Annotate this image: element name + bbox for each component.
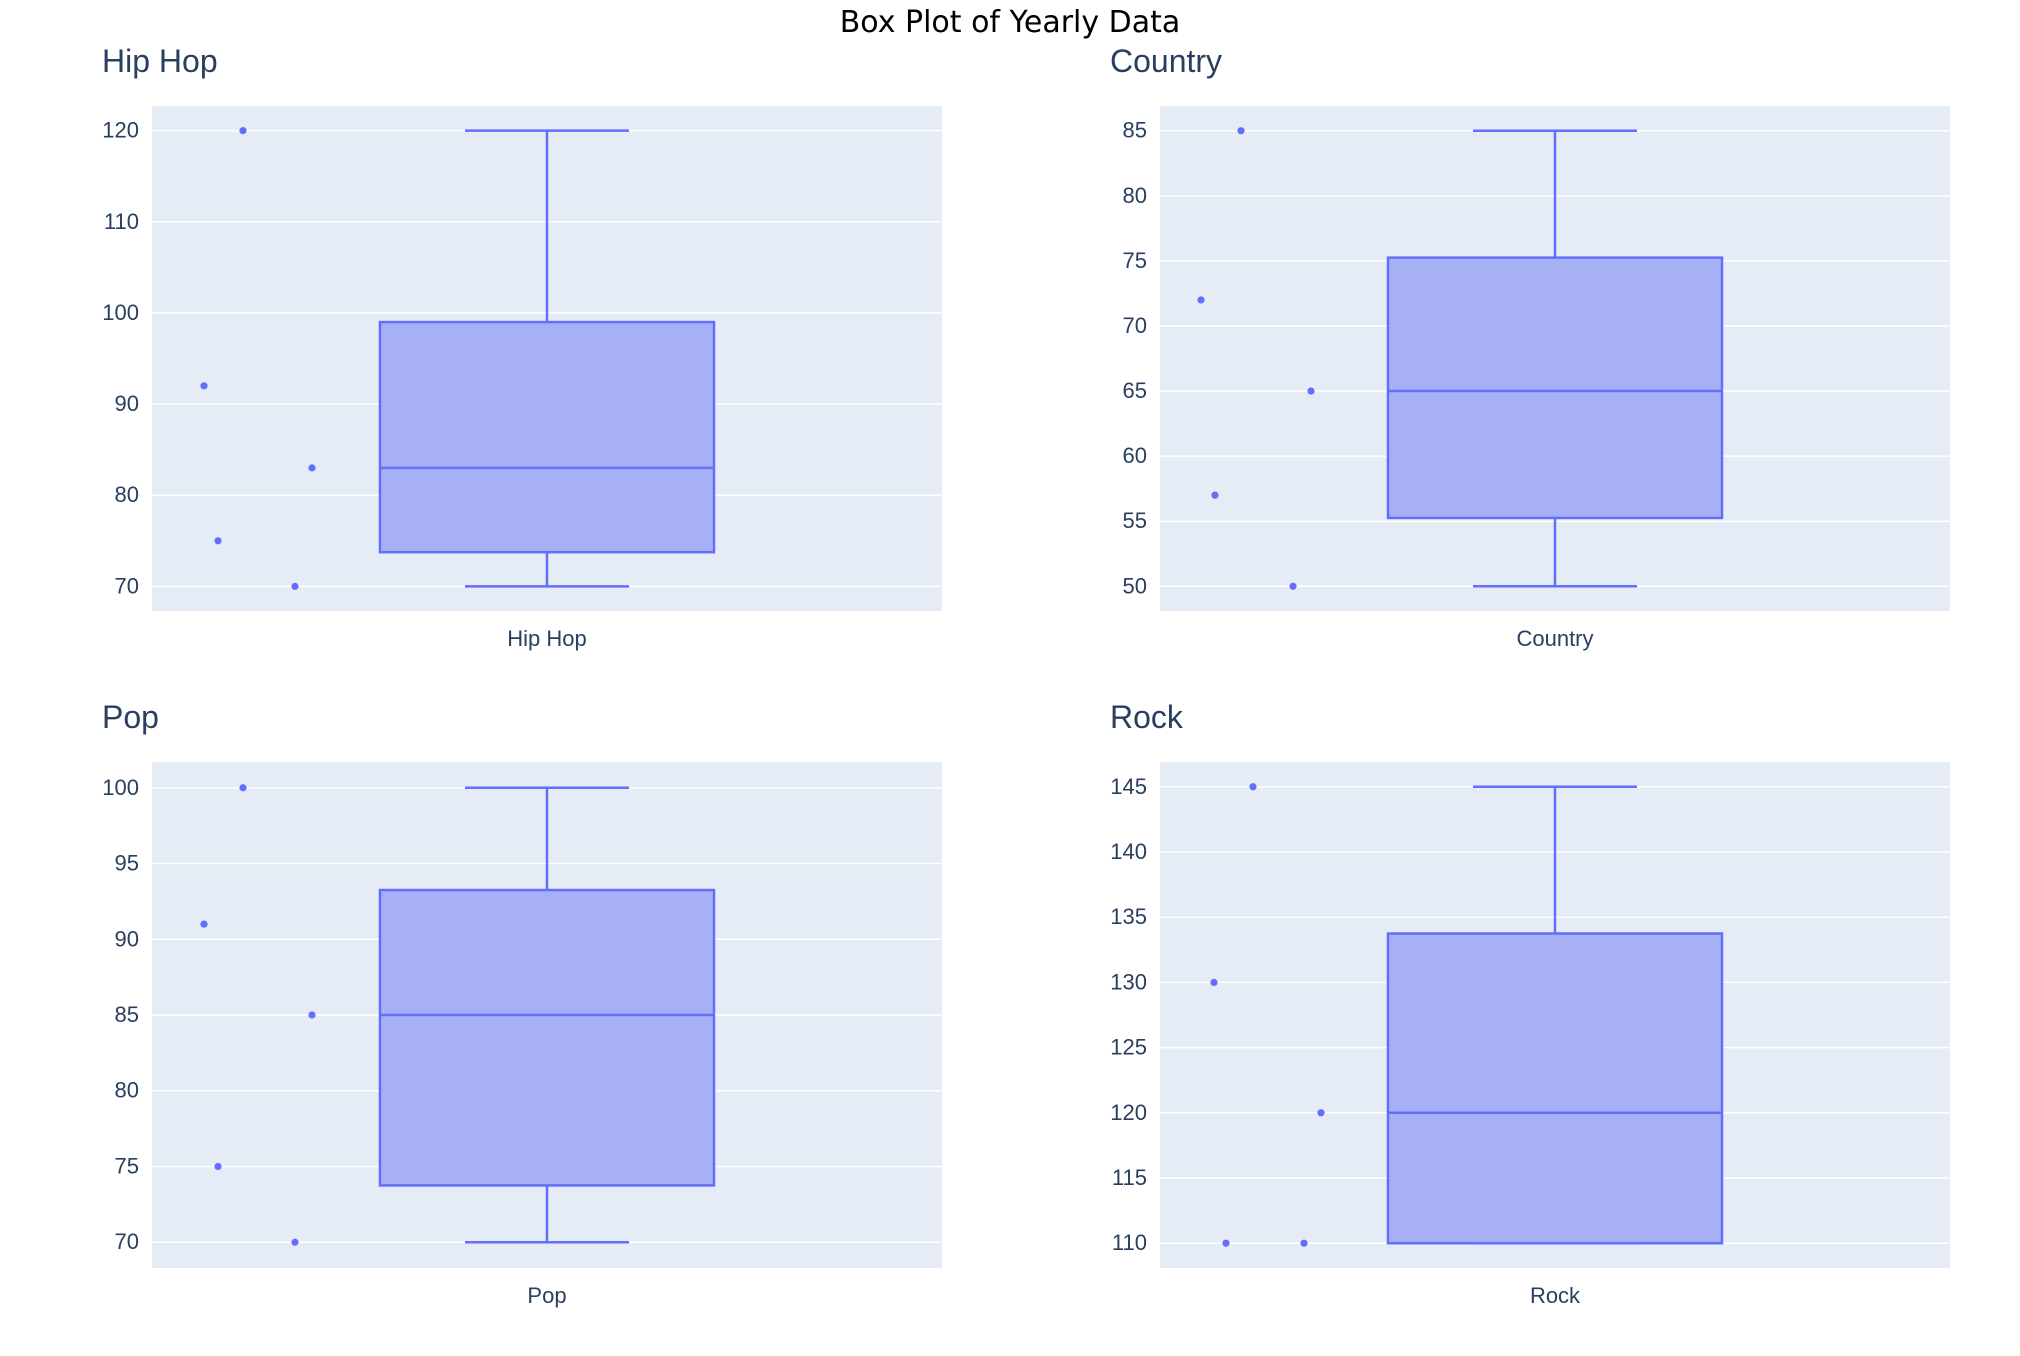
data-point [1210, 978, 1218, 986]
data-point [1211, 491, 1219, 499]
y-tick-label: 50 [1123, 573, 1147, 598]
data-point [239, 784, 247, 792]
y-tick-label: 60 [1123, 443, 1147, 468]
y-tick-label: 85 [115, 1002, 139, 1027]
y-tick-label: 100 [102, 775, 139, 800]
y-tick-label: 65 [1123, 378, 1147, 403]
data-point [200, 382, 208, 390]
y-tick-label: 80 [1123, 183, 1147, 208]
data-point [291, 1238, 299, 1246]
x-tick-label: Country [1516, 626, 1593, 651]
y-tick-label: 55 [1123, 508, 1147, 533]
subplot-pop: Pop 70 75 80 85 90 95 100 Pop [102, 699, 942, 1308]
y-tick-label: 70 [115, 573, 139, 598]
y-tick-label: 110 [1112, 1230, 1147, 1255]
y-tick-label: 100 [102, 300, 139, 325]
subplot-title: Country [1110, 43, 1222, 79]
y-tick-label: 145 [1110, 774, 1147, 799]
subplot-country: Country 50 55 60 65 70 75 80 85 Country [1110, 43, 1950, 651]
y-tick-label: 75 [1123, 248, 1147, 273]
y-tick-label: 70 [1123, 313, 1147, 338]
data-point [200, 920, 208, 928]
data-point [1317, 1109, 1325, 1117]
y-tick-label: 125 [1110, 1035, 1147, 1060]
y-tick-label: 115 [1112, 1165, 1147, 1190]
data-point [1197, 296, 1205, 304]
iqr-box [1386, 932, 1724, 1245]
y-tick-label: 135 [1110, 904, 1147, 929]
data-point [1307, 387, 1315, 395]
y-tick-label: 110 [104, 209, 139, 234]
data-point [1300, 1239, 1308, 1247]
iqr-box [1386, 256, 1724, 520]
y-tick-label: 95 [115, 851, 139, 876]
iqr-box [378, 888, 716, 1187]
data-point [308, 464, 316, 472]
data-point [239, 127, 247, 135]
data-point [308, 1011, 316, 1019]
y-tick-label: 130 [1110, 969, 1147, 994]
y-tick-label: 75 [115, 1153, 139, 1178]
y-tick-label: 120 [102, 118, 139, 143]
y-tick-label: 85 [1123, 118, 1147, 143]
subplot-hip-hop: Hip Hop 70 80 90 100 110 120 Hip Hop [102, 43, 942, 651]
x-tick-label: Rock [1530, 1283, 1581, 1308]
data-point [214, 1162, 222, 1171]
y-tick-label: 90 [115, 926, 139, 951]
y-tick-label: 80 [115, 1078, 139, 1103]
data-point [1289, 582, 1297, 590]
y-tick-label: 70 [115, 1229, 139, 1254]
data-point [291, 582, 299, 590]
subplot-rock: Rock 110 115 120 125 130 135 140 145 Rock [1110, 699, 1950, 1308]
data-point [1249, 783, 1257, 791]
y-tick-label: 80 [115, 482, 139, 507]
y-tick-label: 120 [1110, 1100, 1147, 1125]
x-tick-label: Hip Hop [507, 626, 586, 651]
data-point [1222, 1239, 1230, 1247]
data-point [1237, 127, 1245, 135]
x-tick-label: Pop [527, 1283, 566, 1308]
y-tick-label: 90 [115, 391, 139, 416]
iqr-box [378, 320, 716, 554]
subplot-title: Rock [1110, 699, 1184, 735]
data-point [214, 537, 222, 545]
subplot-title: Hip Hop [102, 43, 218, 79]
y-tick-label: 140 [1110, 839, 1147, 864]
figure-title: Box Plot of Yearly Data [840, 5, 1181, 40]
subplot-title: Pop [102, 699, 159, 735]
